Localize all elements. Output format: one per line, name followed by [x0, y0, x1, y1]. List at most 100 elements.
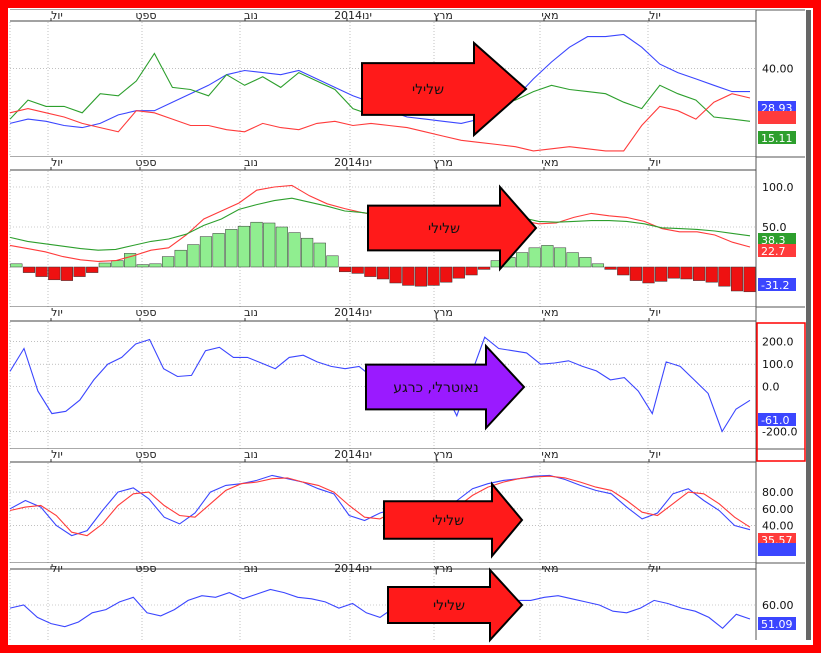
indicator-panel-4: יול ספט נוב 2014ינו מרץ מאי יול 80.00 60.00 40.00…: [9, 448, 805, 563]
histogram-bar: [35, 266, 48, 277]
month-label: מאי: [541, 156, 558, 169]
y-tick-label: 60.00: [762, 599, 794, 612]
histogram-bar: [591, 263, 605, 268]
month-label: מרץ: [433, 9, 453, 22]
month-label: מאי: [541, 9, 558, 22]
indicator-panel-3: יול ספט נוב 2014ינו מרץ מאי יול 200.0 100.0 0.0 -2…: [9, 306, 805, 449]
month-label: נוב: [244, 306, 258, 319]
histogram-bar: [667, 266, 680, 279]
y-tick-label: 80.00: [762, 486, 794, 499]
signal-label: נאוטרלי, כרגע: [393, 380, 479, 396]
histogram-bar: [98, 262, 111, 268]
series-line-blue: [9, 588, 751, 630]
histogram-bar: [111, 260, 124, 268]
month-label: ספט: [135, 156, 156, 169]
y-tick-label: 60.00: [762, 503, 794, 516]
histogram-bar: [338, 266, 352, 273]
histogram-bar: [743, 266, 756, 293]
month-label: נוב: [244, 156, 258, 169]
histogram-bar: [553, 247, 567, 268]
signal-label: שלילי: [412, 82, 444, 98]
indicator-panel-1: יול ספט נוב 2014ינו מרץ מאי יול40.0028.9315.11…: [9, 9, 805, 157]
signal-label: שלילי: [432, 513, 464, 529]
histogram-bar: [351, 266, 364, 274]
month-label: 2014ינו: [334, 9, 372, 22]
histogram-bar: [427, 266, 440, 286]
histogram-bar: [275, 226, 288, 268]
indicator-panel-5: יול ספט נוב 2014ינו מרץ מאי יול 60.00 51.09 שלילי: [9, 562, 805, 643]
month-label: יול: [51, 448, 63, 461]
price-tag-value: 38.3: [761, 234, 786, 247]
price-tag: [758, 101, 796, 114]
histogram-bar: [301, 237, 314, 268]
signal-arrow: [383, 481, 524, 559]
histogram-bar: [402, 266, 415, 286]
month-label: מאי: [541, 448, 558, 461]
month-label: ספט: [135, 9, 156, 22]
y-tick-label: 50.0: [762, 221, 787, 234]
month-label: יול: [649, 156, 661, 169]
histogram-bar: [440, 266, 453, 283]
histogram-bar: [566, 252, 579, 268]
series-line-red: [9, 475, 751, 537]
price-tag: [758, 543, 796, 556]
histogram-bar: [528, 247, 541, 268]
histogram-bar: [22, 266, 36, 273]
histogram-bar: [604, 266, 617, 270]
histogram-bar: [136, 264, 149, 268]
price-tag: [758, 244, 796, 257]
month-label: יול: [649, 562, 661, 575]
y-tick-label: 40.00: [762, 62, 794, 75]
signal-arrow: [365, 343, 526, 431]
histogram-bar: [174, 249, 187, 268]
histogram-bar: [364, 266, 377, 277]
price-tag: [758, 533, 796, 546]
month-label: מרץ: [433, 306, 453, 319]
histogram-bar: [655, 266, 668, 282]
price-tag-value: 15.11: [761, 132, 793, 145]
axis-highlight: [756, 322, 806, 462]
y-tick-label: 100.0: [762, 181, 794, 194]
histogram-bar: [705, 266, 718, 283]
month-label: 2014ינו: [334, 156, 372, 169]
month-label: יול: [649, 9, 661, 22]
month-label: 2014ינו: [334, 562, 372, 575]
price-tag-value: 51.09: [761, 618, 793, 631]
y-tick-label: 200.0: [762, 336, 794, 349]
indicator-panel-2: יול ספט נוב 2014ינו מרץ מאי יול 100.0 50.038.322…: [9, 156, 805, 307]
histogram-bar: [541, 245, 554, 268]
histogram-bar: [629, 266, 642, 281]
y-tick-label: 100.0: [762, 358, 794, 371]
price-tag-value: 22.7: [761, 245, 786, 258]
price-tag: [758, 278, 796, 291]
month-label: 2014ינו: [334, 306, 372, 319]
month-label: מרץ: [433, 448, 453, 461]
histogram-bar: [212, 233, 225, 268]
signal-label: שלילי: [433, 598, 465, 614]
histogram-bar: [452, 266, 465, 279]
histogram-bar: [10, 263, 23, 268]
histogram-bar: [187, 244, 200, 268]
histogram-bar: [288, 232, 301, 268]
month-label: מרץ: [433, 156, 453, 169]
month-label: ספט: [135, 306, 156, 319]
y-tick-label: 0.0: [762, 381, 780, 394]
histogram-bar: [48, 266, 61, 281]
price-tag: [758, 413, 796, 426]
month-label: 2014ינו: [334, 448, 372, 461]
histogram-bar: [617, 266, 630, 276]
histogram-bar: [642, 266, 655, 284]
histogram-bar: [250, 221, 263, 268]
histogram-bar: [389, 266, 402, 284]
month-label: נוב: [244, 448, 258, 461]
signal-label: שלילי: [428, 221, 460, 237]
histogram-bar: [199, 236, 213, 268]
scrollbar[interactable]: [806, 10, 811, 640]
price-tag: [758, 131, 796, 144]
month-label: ספט: [135, 448, 156, 461]
histogram-bar: [579, 257, 592, 268]
histogram-bar: [718, 266, 731, 287]
month-label: נוב: [244, 9, 258, 22]
histogram-bar: [693, 266, 706, 281]
